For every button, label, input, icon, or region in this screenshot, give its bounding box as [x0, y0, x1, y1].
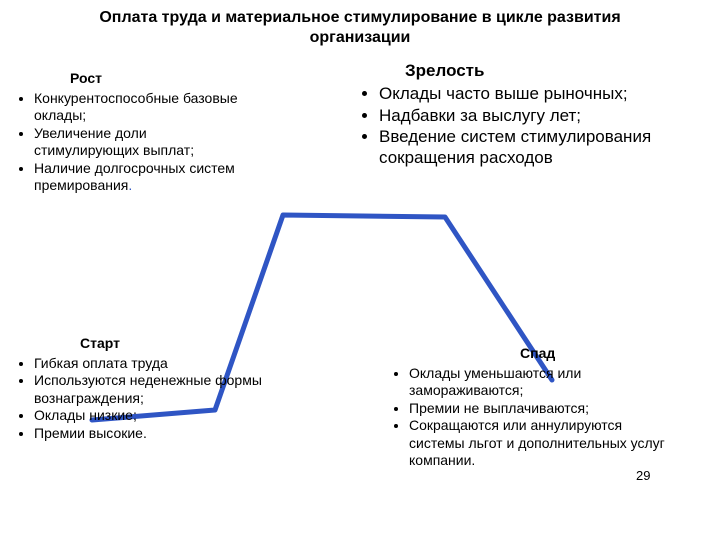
- stage-growth-bullet: Наличие долгосрочных систем премирования…: [34, 160, 250, 195]
- stage-decline-bullet: Премии не выплачиваются;: [409, 400, 680, 418]
- stage-maturity-list: Оклады часто выше рыночных; Надбавки за …: [365, 83, 695, 168]
- stage-decline-bullet: Сокращаются или аннулируются системы льг…: [409, 417, 680, 470]
- page-number: 29: [636, 468, 650, 483]
- stage-growth-heading: Рост: [20, 70, 250, 88]
- stage-start-heading: Старт: [20, 335, 270, 353]
- stage-start-bullet: Гибкая оплата труда: [34, 355, 270, 373]
- stage-maturity-heading: Зрелость: [365, 60, 695, 81]
- stage-growth: Рост Конкурентоспособные базовые оклады;…: [20, 70, 250, 195]
- stage-maturity-bullet: Оклады часто выше рыночных;: [379, 83, 695, 104]
- slide: Оплата труда и материальное стимулирован…: [0, 0, 720, 540]
- stage-maturity-bullet: Надбавки за выслугу лет;: [379, 105, 695, 126]
- slide-title: Оплата труда и материальное стимулирован…: [60, 8, 660, 48]
- stage-growth-bullet: Конкурентоспособные базовые оклады;: [34, 90, 250, 125]
- stage-decline-bullet: Оклады уменьшаются или замораживаются;: [409, 365, 680, 400]
- stage-growth-list: Конкурентоспособные базовые оклады; Увел…: [20, 90, 250, 195]
- stage-start: Старт Гибкая оплата труда Используются н…: [20, 335, 270, 442]
- stage-decline-list: Оклады уменьшаются или замораживаются; П…: [395, 365, 680, 470]
- stage-maturity-bullet: Введение систем стимулирования сокращени…: [379, 126, 695, 169]
- stage-start-list: Гибкая оплата труда Используются неденеж…: [20, 355, 270, 443]
- stage-start-bullet: Премии высокие.: [34, 425, 270, 443]
- stage-growth-bullet: Увеличение доли стимулирующих выплат;: [34, 125, 250, 160]
- stage-decline-heading: Спад: [395, 345, 680, 363]
- stage-start-bullet: Оклады низкие;: [34, 407, 270, 425]
- stage-start-bullet: Используются неденежные формы вознагражд…: [34, 372, 270, 407]
- stage-maturity: Зрелость Оклады часто выше рыночных; Над…: [365, 60, 695, 168]
- stage-decline: Спад Оклады уменьшаются или замораживают…: [395, 345, 680, 470]
